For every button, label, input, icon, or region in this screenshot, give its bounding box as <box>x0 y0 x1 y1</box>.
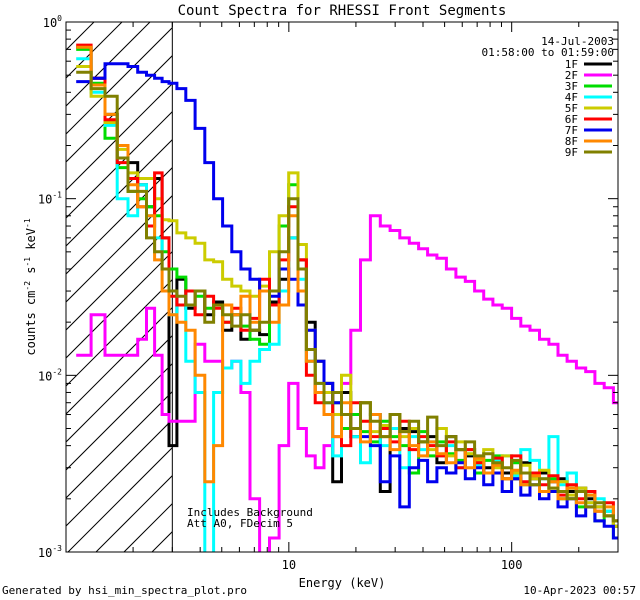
y-axis-label-exp1: -2 <box>23 281 32 291</box>
axis-ticks: 10 100 100 10-1 10-2 10-3 <box>38 14 619 572</box>
hatch-line <box>66 390 173 499</box>
series-1f-line <box>76 45 618 528</box>
y-tick-label: 10-3 <box>38 544 62 560</box>
legend-label-9f: 9F <box>565 146 578 159</box>
y-axis-label-end: keV <box>24 228 38 257</box>
y-axis-label-main: counts cm <box>24 291 38 356</box>
y-tick-label: 100 <box>43 14 62 30</box>
hatch-line <box>66 22 95 51</box>
hatch-line <box>66 26 173 135</box>
y-tick-label: 10-1 <box>38 191 62 207</box>
series-9f-line <box>76 70 618 523</box>
series-8f-line <box>76 45 618 523</box>
plot-frame <box>65 21 619 553</box>
y-axis-label-mid: s <box>24 267 38 281</box>
x-tick-label: 10 <box>282 558 296 572</box>
series-layer <box>76 43 618 552</box>
chart-title: Count Spectra for RHESSI Front Segments <box>178 3 507 19</box>
hatch-line <box>123 502 173 552</box>
series-2f-line <box>76 214 618 552</box>
legend-label-6f: 6F <box>565 113 578 126</box>
series-6f-line <box>76 43 618 523</box>
hatch-line <box>66 138 173 247</box>
y-axis-label-exp3: -1 <box>23 218 32 228</box>
legend-label-1f: 1F <box>565 58 578 71</box>
series-5f-line <box>76 65 618 528</box>
legend-label-8f: 8F <box>565 135 578 148</box>
hatch-line <box>66 222 173 331</box>
legend-label-2f: 2F <box>565 69 578 82</box>
x-tick-label: 100 <box>501 558 523 572</box>
legend-time-range: 01:58:00 to 01:59:00 <box>482 46 614 59</box>
annotation-background: Includes Background <box>187 506 313 519</box>
annotation-attenuator: Att A0, FDecim 5 <box>187 517 293 530</box>
hatch-line <box>66 362 173 471</box>
hatch-line <box>66 194 173 303</box>
hatch-line <box>67 446 173 552</box>
y-axis-label-exp2: -1 <box>23 257 32 267</box>
y-axis-label: counts cm-2 s-1 keV-1 <box>23 218 38 355</box>
hatch-line <box>66 278 173 387</box>
hatch-line <box>66 82 173 191</box>
legend-label-7f: 7F <box>565 124 578 137</box>
legend-label-4f: 4F <box>565 91 578 104</box>
hatch-line <box>66 418 173 527</box>
legend-label-3f: 3F <box>565 80 578 93</box>
hatch-line <box>66 110 173 219</box>
footer-timestamp: 10-Apr-2023 00:57 <box>523 584 636 597</box>
hatch-line <box>66 22 67 23</box>
y-tick-label: 10-2 <box>38 367 62 383</box>
legend-label-5f: 5F <box>565 102 578 115</box>
hatch-line <box>66 250 173 359</box>
legend-date: 14-Jul-2003 <box>541 35 614 48</box>
x-axis-label: Energy (keV) <box>299 576 386 590</box>
footer-generated-by: Generated by hsi_min_spectra_plot.pro <box>2 584 248 597</box>
